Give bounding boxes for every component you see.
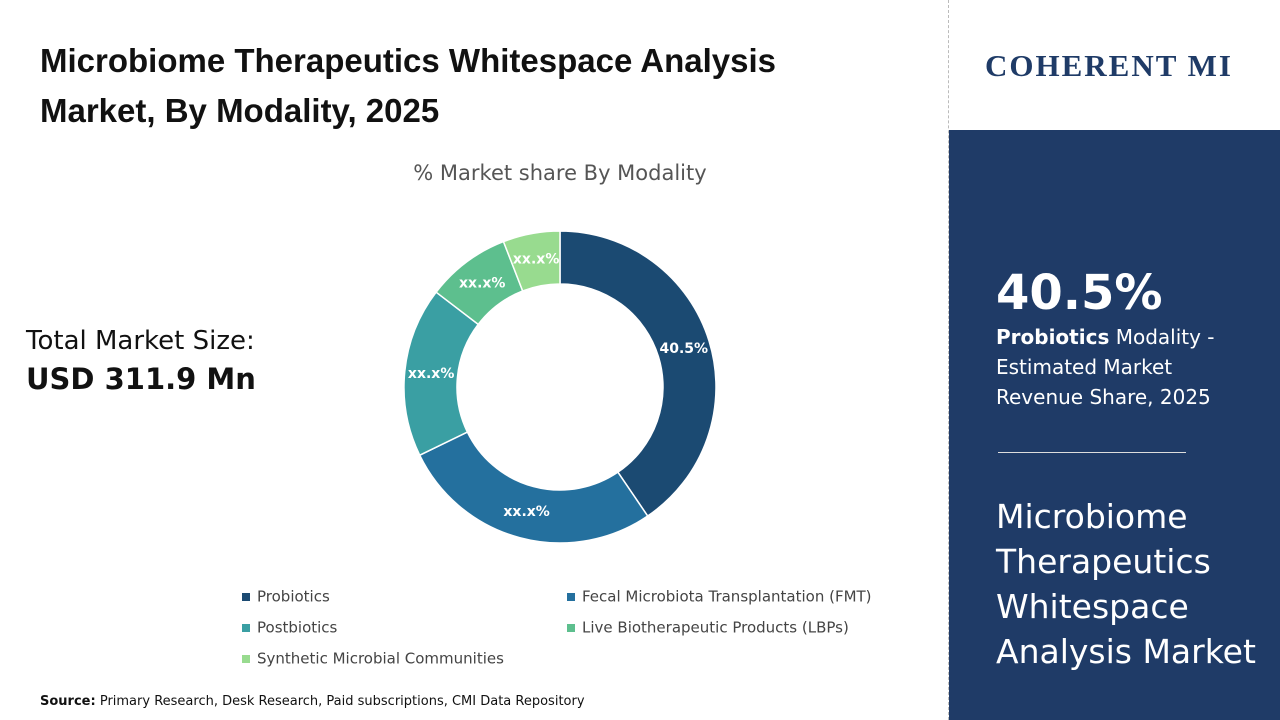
caption-text: Modality - Estimated Market Revenue Shar…	[996, 325, 1215, 409]
legend-swatch	[242, 624, 250, 632]
data-label: 40.5%	[659, 341, 708, 357]
highlight-value: 40.5%	[996, 265, 1163, 321]
legend-label: Live Biotherapeutic Products (LBPs)	[582, 619, 849, 637]
data-label: xx.x%	[459, 275, 505, 291]
legend-swatch	[567, 624, 575, 632]
donut-segment	[418, 431, 649, 544]
market-size-label: Total Market Size:	[26, 326, 255, 356]
legend-swatch	[242, 655, 250, 663]
segment-name: Probiotics	[996, 325, 1110, 349]
source-label: Source:	[40, 694, 96, 709]
data-label: xx.x%	[503, 504, 549, 520]
legend-label: Probiotics	[257, 588, 330, 606]
legend-swatch	[567, 593, 575, 601]
separator	[998, 452, 1186, 453]
report-name: Microbiome Therapeutics Whitespace Analy…	[996, 497, 1256, 671]
legend-swatch	[242, 593, 250, 601]
page-title: Microbiome Therapeutics Whitespace Analy…	[40, 42, 776, 129]
market-size-value: USD 311.9 Mn	[26, 362, 256, 396]
side-panel	[949, 130, 1280, 720]
source-text: Primary Research, Desk Research, Paid su…	[99, 694, 585, 709]
donut-segment	[502, 230, 561, 292]
chart-title: % Market share By Modality	[413, 161, 706, 185]
legend-label: Postbiotics	[257, 619, 338, 637]
legend-label: Synthetic Microbial Communities	[257, 650, 504, 668]
chart: % Market share By Modality 40.5% xx.x% xx.…	[242, 161, 872, 668]
source: Source: Primary Research, Desk Research,…	[40, 694, 585, 709]
highlight-caption: Probiotics Modality - Estimated Market R…	[996, 322, 1236, 412]
legend-label: Fecal Microbiota Transplantation (FMT)	[582, 588, 872, 606]
donut-segment	[559, 230, 717, 518]
divider	[948, 0, 949, 720]
logo: COHERENT MI	[985, 48, 1233, 83]
data-label: xx.x%	[408, 366, 454, 382]
data-label: xx.x%	[513, 252, 559, 268]
